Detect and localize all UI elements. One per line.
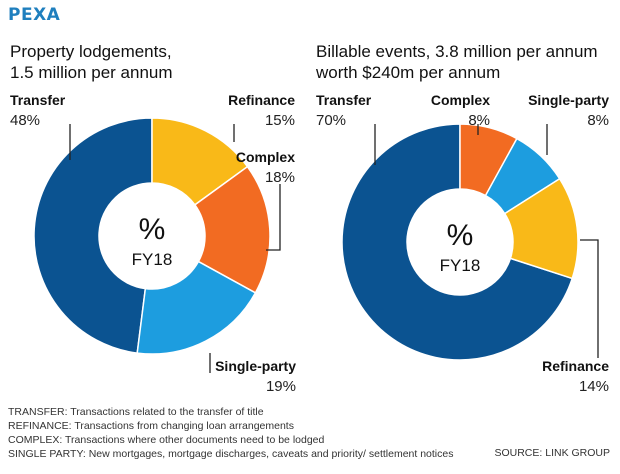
label-right-refinance-name: Refinance bbox=[542, 358, 609, 374]
label-right-refinance-value: 14% bbox=[579, 378, 609, 395]
label-left-single-party-value: 19% bbox=[266, 378, 296, 395]
chart-title-right-line1: Billable events, 3.8 million per annum bbox=[316, 42, 598, 61]
label-left-complex-name: Complex bbox=[236, 149, 295, 165]
chart-title-right-line2: worth $240m per annum bbox=[316, 63, 501, 82]
brand-title: PEXA bbox=[8, 5, 61, 25]
label-left-transfer-name: Transfer bbox=[10, 92, 66, 108]
label-left-transfer-value: 48% bbox=[10, 112, 40, 129]
donut-right: % FY18 Transfer 70% Complex 8% Single-party 8% R… bbox=[316, 92, 609, 395]
footnote-refinance: REFINANCE: Transactions from changing lo… bbox=[8, 420, 294, 432]
slice-left-transfer bbox=[33, 117, 153, 354]
slice-left-complex bbox=[193, 165, 271, 294]
label-left-single-party-name: Single-party bbox=[215, 358, 296, 374]
slice-right-refinance bbox=[503, 177, 579, 280]
chart-title-left: Property lodgements, 1.5 million per ann… bbox=[10, 41, 310, 83]
leader-right-refinance bbox=[580, 239, 599, 358]
chart-title-right: Billable events, 3.8 million per annum w… bbox=[316, 41, 620, 83]
label-right-complex-value: 8% bbox=[468, 112, 490, 129]
label-left-complex-value: 18% bbox=[265, 169, 295, 186]
source-note: SOURCE: LINK GROUP bbox=[494, 447, 610, 459]
center-symbol-left: % bbox=[139, 213, 166, 246]
footnote-transfer: TRANSFER: Transactions related to the tr… bbox=[8, 406, 264, 418]
label-left-refinance-name: Refinance bbox=[228, 92, 295, 108]
slice-right-transfer bbox=[341, 123, 574, 361]
center-symbol-right: % bbox=[447, 219, 474, 252]
center-label-left: FY18 bbox=[132, 250, 173, 269]
center-label-right: FY18 bbox=[440, 256, 481, 275]
footnote-single-party: SINGLE PARTY: New mortgages, mortgage di… bbox=[8, 448, 454, 460]
label-right-single-party-value: 8% bbox=[587, 112, 609, 129]
label-right-complex-name: Complex bbox=[431, 92, 490, 108]
label-right-transfer-name: Transfer bbox=[316, 92, 372, 108]
leader-left-complex bbox=[266, 184, 281, 251]
footnote-complex: COMPLEX: Transactions where other docume… bbox=[8, 434, 325, 446]
label-right-transfer-value: 70% bbox=[316, 112, 346, 129]
donut-left: % FY18 Transfer 48% Refinance 15% Complex 18% Si… bbox=[10, 92, 296, 395]
label-left-refinance-value: 15% bbox=[265, 112, 295, 129]
chart-title-left-line2: 1.5 million per annum bbox=[10, 63, 173, 82]
chart-title-left-line1: Property lodgements, bbox=[10, 42, 172, 61]
slice-left-single-party bbox=[136, 260, 257, 355]
footnotes: TRANSFER: Transactions related to the tr… bbox=[8, 405, 453, 461]
label-right-single-party-name: Single-party bbox=[528, 92, 609, 108]
